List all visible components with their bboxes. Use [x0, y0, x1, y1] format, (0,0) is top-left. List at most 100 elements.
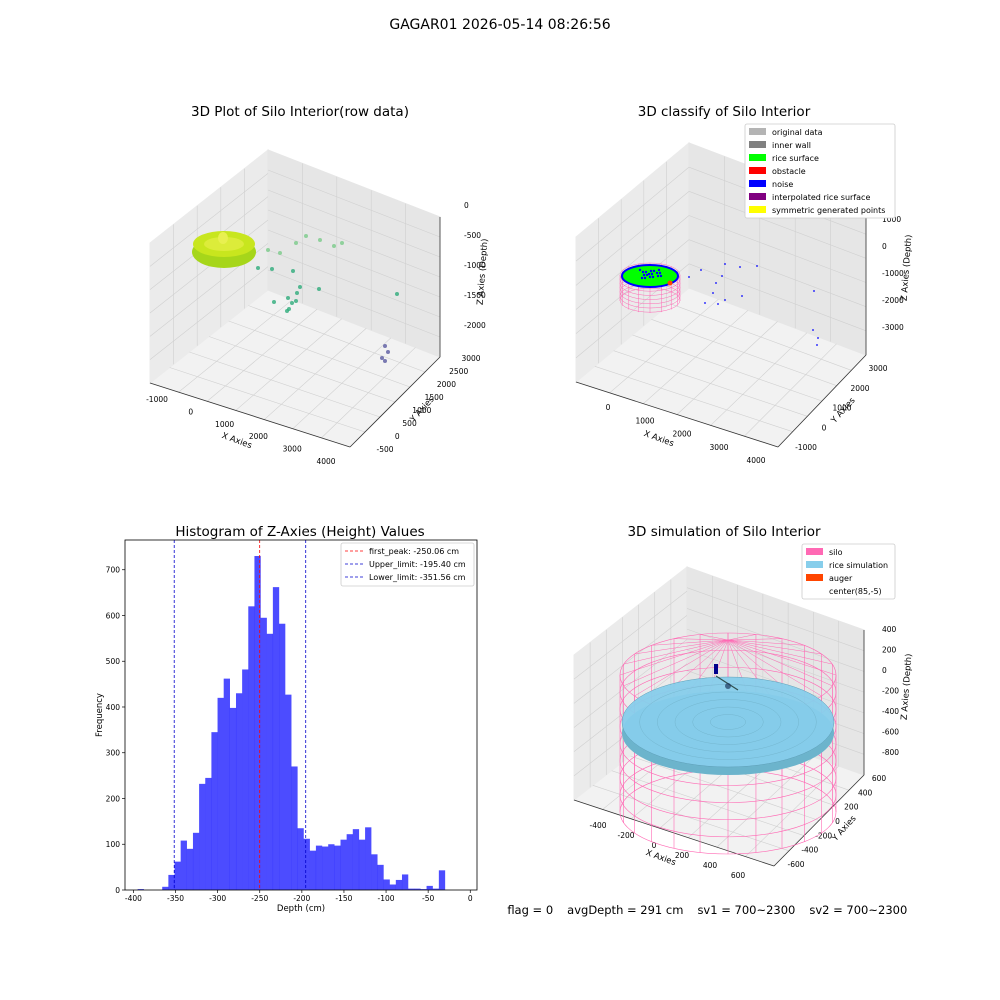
plot2-title: 3D classify of Silo Interior [638, 104, 811, 120]
p2-legend-frame [744, 123, 896, 219]
histogram-bar [334, 845, 341, 890]
p4-y-tick-label: 0 [835, 817, 840, 826]
p1-data-point [295, 291, 299, 295]
p4-z-axis-label: Z Axies (Depth) [900, 653, 915, 720]
p1-y-tick-label: 500 [402, 419, 417, 428]
p1-data-point [294, 241, 298, 245]
p2-floor-y-gridline [744, 343, 837, 437]
p4-z-tick-label: 400 [882, 625, 897, 634]
p1-data-point [290, 301, 294, 305]
p4-right-y-gridline [686, 608, 865, 672]
p2-noise-point [642, 273, 646, 277]
p2-noise-point [712, 292, 714, 294]
p1-floor-y-gridline [206, 308, 318, 402]
p2-z-tick-label: 0 [882, 242, 887, 251]
p2-noise-point [739, 266, 741, 268]
p4-rice-mesh-ring [692, 706, 764, 738]
p4-legend-label: auger [829, 574, 853, 583]
histogram-bar [279, 623, 286, 890]
p2-noise-point [645, 273, 649, 277]
p4-silo-roof-rib [727, 634, 757, 641]
histogram-bar [266, 633, 274, 890]
p2-noise-point [658, 271, 662, 275]
p2-legend-swatch [749, 128, 766, 135]
p1-floor-x-gridline [208, 336, 396, 403]
p2-noise-point [650, 272, 654, 276]
histogram-bar [377, 864, 384, 890]
p1-x-tick-label: 0 [188, 407, 193, 416]
p4-left-x-gridline [573, 615, 688, 704]
p2-legend-swatch [749, 141, 766, 148]
p2-left-x-gridline [575, 215, 690, 310]
p4-x-tick-label: 0 [652, 841, 657, 850]
p2-left-x-gridline [575, 166, 690, 262]
p2-x-tick-label: 0 [606, 403, 611, 412]
plot2-3d-axes: 0 1000 2000 3000 4000 -1000 0 1000 2000 3000 1000 0… [574, 123, 915, 465]
histogram-bar [229, 707, 237, 890]
p4-silo-roof-rib [727, 639, 822, 655]
p4-z-tick-label: -400 [882, 707, 899, 716]
p2-legend-label: interpolated rice surface [772, 193, 870, 202]
histogram-x-tick-label: -150 [335, 894, 352, 903]
p4-silo-roof-rib [727, 639, 822, 697]
p4-x-tick-label: -200 [617, 831, 634, 840]
p2-noise-point [655, 271, 659, 275]
p4-x-axis-label: X Axies [644, 848, 677, 868]
histogram-y-tick-label: 200 [106, 794, 121, 803]
p4-auger-arm [715, 675, 739, 691]
status-footer: flag = 0 avgDepth = 291 cm sv1 = 700~2300 s… [500, 889, 920, 917]
p1-z-tick-label: -500 [464, 231, 481, 240]
p1-x-axis-line [149, 382, 351, 448]
p2-y-axis-line [777, 354, 867, 448]
p2-x-axis-line [575, 381, 779, 448]
p4-legend-label: rice simulation [829, 561, 888, 570]
p1-y-tick-label: -500 [376, 445, 393, 454]
p4-y-tick-label: 400 [858, 788, 873, 797]
histogram-bar [211, 732, 218, 890]
p2-legend-label: original data [772, 128, 823, 137]
p4-x-tick-label: 600 [731, 871, 746, 880]
histogram-frame [124, 539, 478, 891]
p2-noise-point [724, 263, 726, 265]
p1-right-y-gridline [267, 269, 441, 338]
p1-data-point [298, 285, 302, 289]
histogram-bar [254, 556, 261, 890]
p4-y-tick-label: 600 [872, 774, 887, 783]
histogram-legend-label: Lower_limit: -351.56 cm [369, 573, 466, 582]
p4-y-tick-label: -600 [787, 860, 804, 869]
p2-obstacle-point [667, 280, 673, 286]
p1-y-tick-label: 1500 [425, 393, 444, 402]
p2-right-y-gridline [688, 215, 867, 283]
p4-legend-label: center(85,-5) [829, 587, 882, 596]
p2-left-x-gridline [575, 191, 690, 286]
histogram-bar [272, 587, 280, 890]
p2-noise-point [741, 295, 743, 297]
p2-legend-swatch [749, 154, 766, 161]
histogram-bar [432, 888, 440, 890]
p1-floor-y-gridline [264, 328, 367, 420]
histogram-bar [137, 889, 144, 890]
p2-right-y-gridline [688, 191, 867, 259]
p2-legend: original data inner wall rice surface obsta… [744, 123, 896, 219]
histogram-bar [438, 870, 446, 890]
p4-silo-roof-rib [634, 639, 729, 655]
p1-x-tick-label: 4000 [316, 457, 335, 466]
p2-noise-point [717, 303, 719, 305]
p2-z-axis-label: Z Axies (Depth) [900, 234, 915, 301]
p2-noise-point [724, 299, 726, 301]
p4-floor-x-gridline [611, 770, 805, 836]
p2-noise-point [647, 272, 651, 276]
histogram-y-tick-label: 0 [115, 886, 120, 895]
histogram-axes: -400 -350 -300 -250 -200 -150 -100 -50 0 0 100 200 3… [95, 539, 478, 914]
p4-silo-roof-rib [727, 639, 805, 646]
p1-floor-x-gridline [248, 305, 426, 373]
p2-y-tick-label: 1000 [832, 404, 851, 413]
p1-data-point [294, 299, 298, 303]
p4-x-tick-label: 200 [675, 851, 690, 860]
histogram-bar [309, 850, 317, 890]
p2-noise-point [704, 302, 706, 304]
histogram-x-tick-label: -200 [293, 894, 310, 903]
p2-legend-label: inner wall [772, 141, 811, 150]
plot4-title: 3D simulation of Silo Interior [627, 524, 821, 540]
p4-floor-x-gridline [592, 785, 790, 852]
